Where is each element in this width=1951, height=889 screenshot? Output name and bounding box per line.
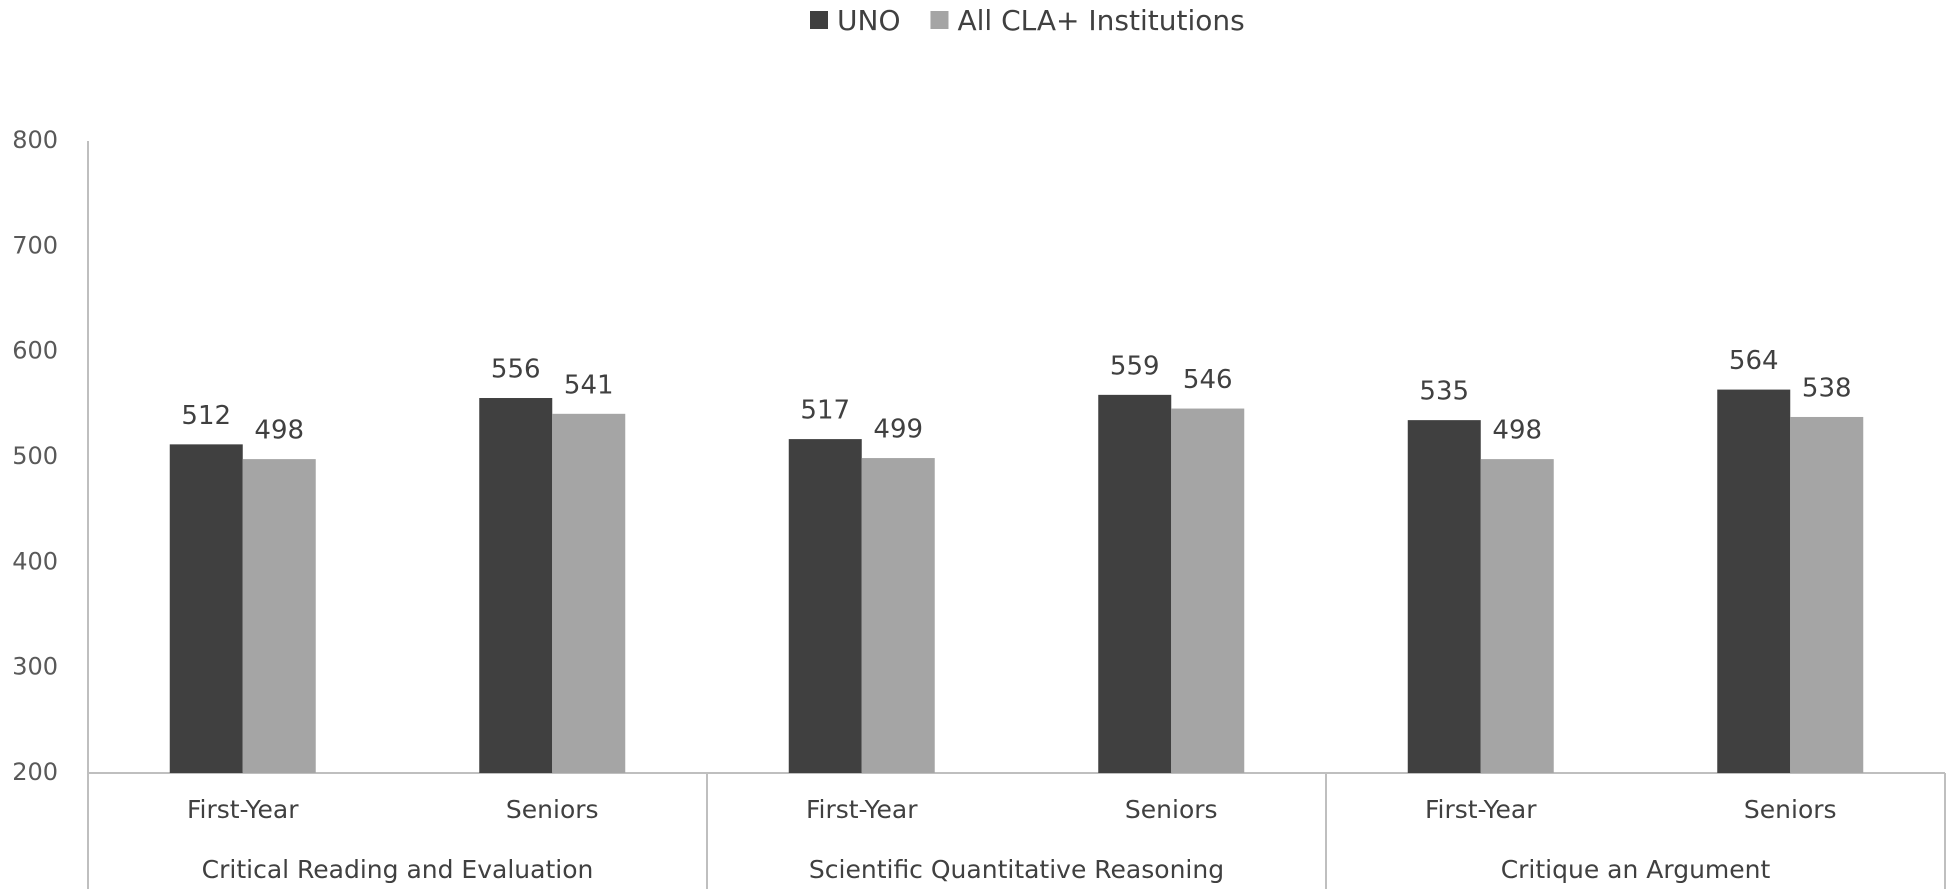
value-label: 498 — [1492, 416, 1542, 446]
legend-swatch — [930, 11, 949, 29]
bar — [169, 444, 243, 773]
bar — [479, 398, 553, 773]
y-tick-label: 500 — [12, 442, 58, 470]
value-label: 559 — [1110, 351, 1160, 381]
y-tick-label: 800 — [12, 126, 58, 154]
x-tick-label: Seniors — [1125, 795, 1218, 824]
value-label: 517 — [800, 396, 850, 426]
value-label: 546 — [1183, 365, 1233, 395]
value-label: 535 — [1419, 377, 1469, 407]
value-label: 538 — [1802, 373, 1852, 403]
x-tick-label: First-Year — [806, 795, 918, 824]
y-tick-label: 700 — [12, 231, 58, 259]
bar — [1098, 394, 1172, 773]
group-label: Critique an Argument — [1501, 855, 1771, 884]
y-tick-label: 300 — [12, 653, 58, 681]
bar — [1717, 389, 1791, 773]
bar — [861, 458, 935, 773]
y-tick-label: 200 — [12, 758, 58, 786]
x-tick-label: Seniors — [1744, 795, 1837, 824]
bar — [1480, 459, 1554, 773]
bar — [1790, 416, 1864, 773]
y-tick-label: 400 — [12, 547, 58, 575]
bar — [552, 413, 626, 773]
bar — [242, 459, 316, 773]
bar — [1171, 408, 1245, 773]
value-label: 498 — [254, 416, 304, 446]
value-label: 541 — [564, 370, 614, 400]
x-tick-label: Seniors — [506, 795, 599, 824]
legend-label: All CLA+ Institutions — [957, 4, 1244, 37]
bar — [1407, 420, 1481, 773]
legend-swatch — [810, 11, 828, 29]
bar — [788, 439, 862, 773]
group-label: Critical Reading and Evaluation — [202, 855, 594, 884]
value-label: 556 — [491, 355, 541, 385]
value-label: 564 — [1729, 346, 1779, 376]
x-tick-label: First-Year — [1425, 795, 1537, 824]
legend-label: UNO — [837, 4, 900, 37]
value-label: 499 — [873, 415, 923, 445]
value-label: 512 — [181, 401, 231, 431]
y-tick-label: 600 — [12, 337, 58, 365]
group-label: Scientific Quantitative Reasoning — [809, 855, 1224, 884]
x-tick-label: First-Year — [187, 795, 299, 824]
